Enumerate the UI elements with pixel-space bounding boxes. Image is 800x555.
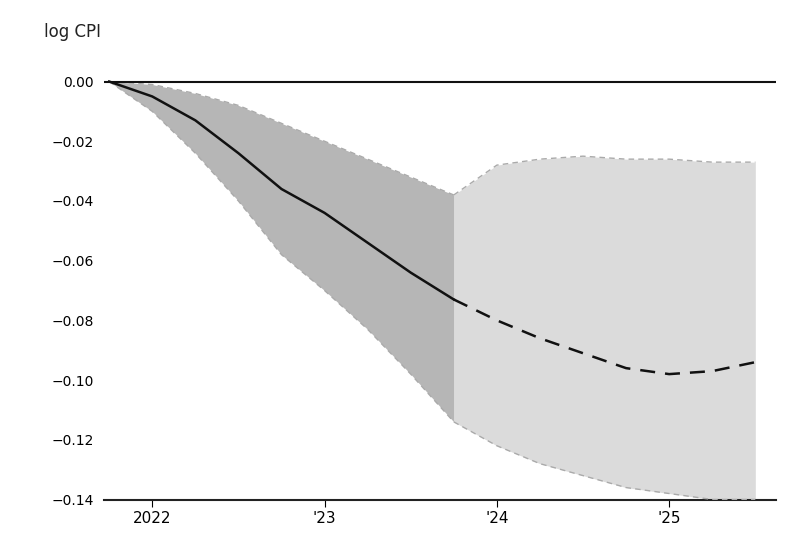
Text: log CPI: log CPI [43, 23, 101, 41]
